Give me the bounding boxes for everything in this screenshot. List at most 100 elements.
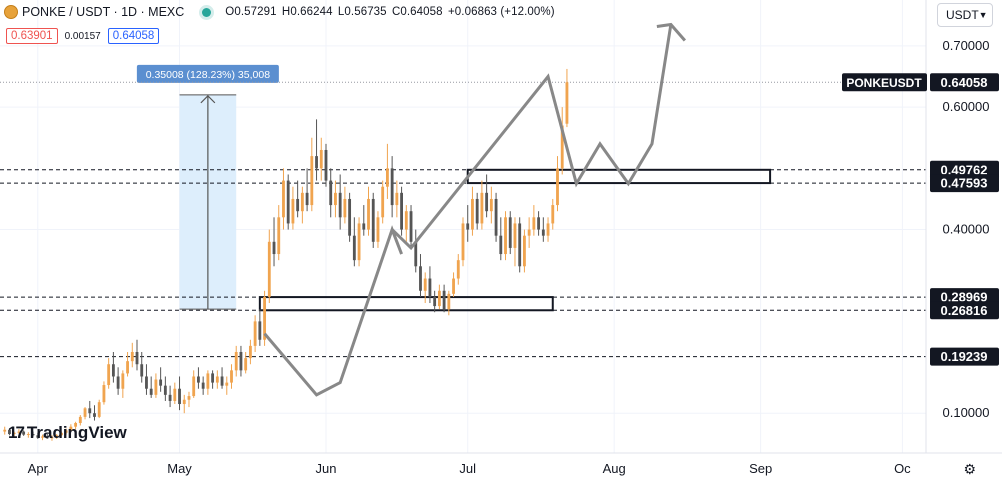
candle-body	[197, 376, 200, 383]
sell-price-button[interactable]: 0.63901	[6, 28, 58, 44]
gear-icon[interactable]: ⚙	[963, 461, 976, 477]
projection-arrowhead	[656, 22, 687, 42]
candle-body	[475, 198, 479, 224]
candle-body	[244, 358, 248, 371]
candle-body	[31, 434, 35, 436]
level-price-tag	[930, 174, 999, 193]
candle-body	[433, 296, 437, 307]
candle-body	[286, 180, 290, 224]
buy-price-button[interactable]: 0.64058	[107, 28, 160, 44]
candlestick-series	[3, 68, 569, 441]
close-value: 0.64058	[400, 6, 443, 18]
market-status-icon	[202, 7, 212, 17]
symbol-logo-icon	[4, 5, 18, 19]
candle-body	[282, 180, 285, 218]
candle-body	[140, 364, 144, 377]
x-tick-label: Jul	[459, 461, 476, 476]
symbol-tag	[842, 73, 927, 92]
candle-body	[36, 435, 40, 438]
candle-body	[560, 125, 564, 169]
candle-body	[508, 217, 512, 248]
candle-body	[277, 217, 281, 255]
candle-body	[376, 217, 380, 242]
chart-header: PONKE / USDT · 1D · MEXC O0.57291 H0.662…	[4, 3, 557, 21]
symbol-tag-label: PONKEUSDT	[846, 76, 922, 90]
candle-body	[168, 394, 172, 401]
candle-body	[537, 217, 541, 230]
candle-body	[305, 192, 309, 206]
candle-body	[267, 241, 271, 297]
candle-body	[494, 198, 498, 236]
candle-body	[357, 223, 361, 261]
symbol-title[interactable]: PONKE / USDT · 1D · MEXC	[22, 5, 185, 19]
candle-body	[546, 223, 550, 236]
candle-body	[215, 376, 219, 383]
candle-body	[315, 156, 318, 169]
candle-body	[187, 396, 191, 400]
y-tick-label: 0.70000	[943, 38, 990, 53]
candle-body	[3, 429, 7, 432]
candle-body	[362, 223, 366, 230]
level-price-tag	[930, 347, 999, 366]
candle-body	[192, 376, 196, 397]
chevron-down-icon: ▼	[978, 10, 988, 20]
logo-text: TradingView	[26, 423, 127, 442]
candle-body	[523, 235, 526, 267]
candle-body	[126, 361, 129, 374]
spread-value: 0.00157	[64, 30, 101, 42]
candle-body	[400, 192, 403, 230]
x-tick-label: Oc	[894, 461, 911, 476]
price-range-measure: 0.35008 (128.23%) 35,008	[136, 64, 279, 310]
candle-body	[263, 296, 266, 340]
candle-body	[130, 351, 134, 362]
candle-body	[102, 385, 106, 403]
y-tick-label: 0.40000	[943, 222, 990, 237]
candle-body	[367, 198, 370, 230]
candle-body	[149, 388, 153, 395]
candle-body	[504, 217, 507, 255]
ohlc-values: O0.57291 H0.66244 L0.56735 C0.64058 +0.0…	[225, 6, 556, 18]
order-buttons: 0.63901 0.00157 0.64058	[6, 28, 160, 44]
candle-body	[248, 345, 252, 359]
candle-body	[26, 434, 30, 436]
y-tick-label: 0.60000	[943, 99, 990, 114]
low-label: L	[337, 6, 345, 18]
candle-body	[239, 351, 243, 371]
candle-body	[135, 351, 139, 365]
x-tick-label: Jun	[316, 461, 337, 476]
candle-body	[513, 223, 517, 248]
candle-body	[253, 321, 257, 346]
candle-body	[334, 192, 337, 206]
candle-body	[145, 376, 148, 389]
candle-body	[121, 373, 125, 389]
candle-body	[499, 235, 503, 255]
x-tick-label: Sep	[749, 461, 772, 476]
candle-body	[527, 229, 531, 236]
currency-label: USDT	[946, 8, 979, 22]
tradingview-logo: 17 TradingView	[8, 423, 127, 443]
candle-body	[41, 436, 44, 438]
candle-body	[206, 373, 210, 389]
candle-body	[565, 82, 569, 124]
measure-label-box	[136, 64, 279, 83]
candle-body	[404, 211, 408, 230]
time-axis	[0, 453, 1002, 487]
candle-body	[163, 385, 167, 395]
close-label: C	[391, 6, 401, 18]
candle-body	[466, 223, 470, 230]
candle-body	[230, 370, 233, 383]
candle-body	[381, 186, 385, 218]
y-tick-label: 0.10000	[943, 405, 990, 420]
currency-selector[interactable]: USDT ▼	[937, 3, 993, 27]
candle-body	[64, 430, 68, 433]
candle-body	[78, 416, 82, 424]
candle-body	[111, 364, 115, 377]
candle-body	[518, 223, 522, 267]
candle-body	[291, 198, 295, 224]
candle-body	[338, 192, 342, 218]
projection-line	[263, 24, 673, 397]
candle-body	[428, 278, 432, 297]
candle-body	[329, 180, 333, 206]
